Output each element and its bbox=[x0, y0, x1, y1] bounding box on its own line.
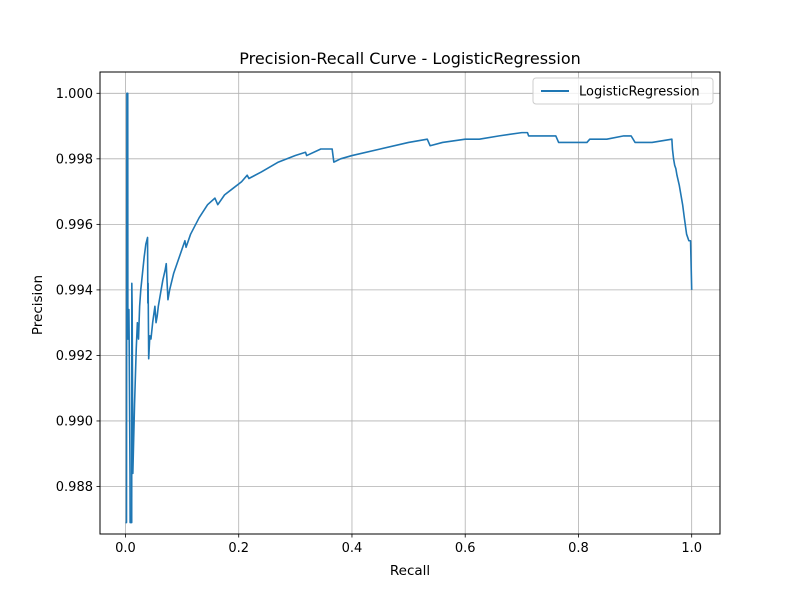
ticks: 0.0 0.2 0.4 0.6 0.8 1.0 0.988 0.990 0.992 0.994 0.… bbox=[56, 87, 702, 556]
legend: LogisticRegression bbox=[532, 77, 714, 105]
y-tick-label: 0.990 bbox=[56, 414, 93, 429]
y-axis-label: Precision bbox=[30, 275, 46, 335]
x-tick-label: 0.2 bbox=[228, 541, 249, 556]
y-tick-label: 1.000 bbox=[56, 87, 93, 102]
x-tick-label: 0.4 bbox=[342, 541, 363, 556]
y-tick-label: 0.988 bbox=[56, 480, 93, 495]
series-line-logisticregression bbox=[125, 92, 693, 524]
y-tick-label: 0.992 bbox=[56, 349, 93, 364]
x-tick-label: 0.0 bbox=[115, 541, 136, 556]
x-tick-label: 0.8 bbox=[568, 541, 589, 556]
y-tick-label: 0.996 bbox=[56, 218, 93, 233]
chart-title: Precision-Recall Curve - LogisticRegress… bbox=[239, 49, 581, 68]
y-tick-label: 0.994 bbox=[56, 283, 93, 298]
legend-box bbox=[532, 77, 714, 105]
grid bbox=[100, 72, 720, 534]
series-layer bbox=[125, 92, 693, 524]
legend-label: LogisticRegression bbox=[579, 85, 700, 100]
x-tick-label: 0.6 bbox=[455, 541, 476, 556]
y-tick-label: 0.998 bbox=[56, 152, 93, 167]
x-axis-label: Recall bbox=[390, 563, 430, 579]
x-tick-label: 1.0 bbox=[681, 541, 702, 556]
axes-frame bbox=[99, 71, 721, 535]
